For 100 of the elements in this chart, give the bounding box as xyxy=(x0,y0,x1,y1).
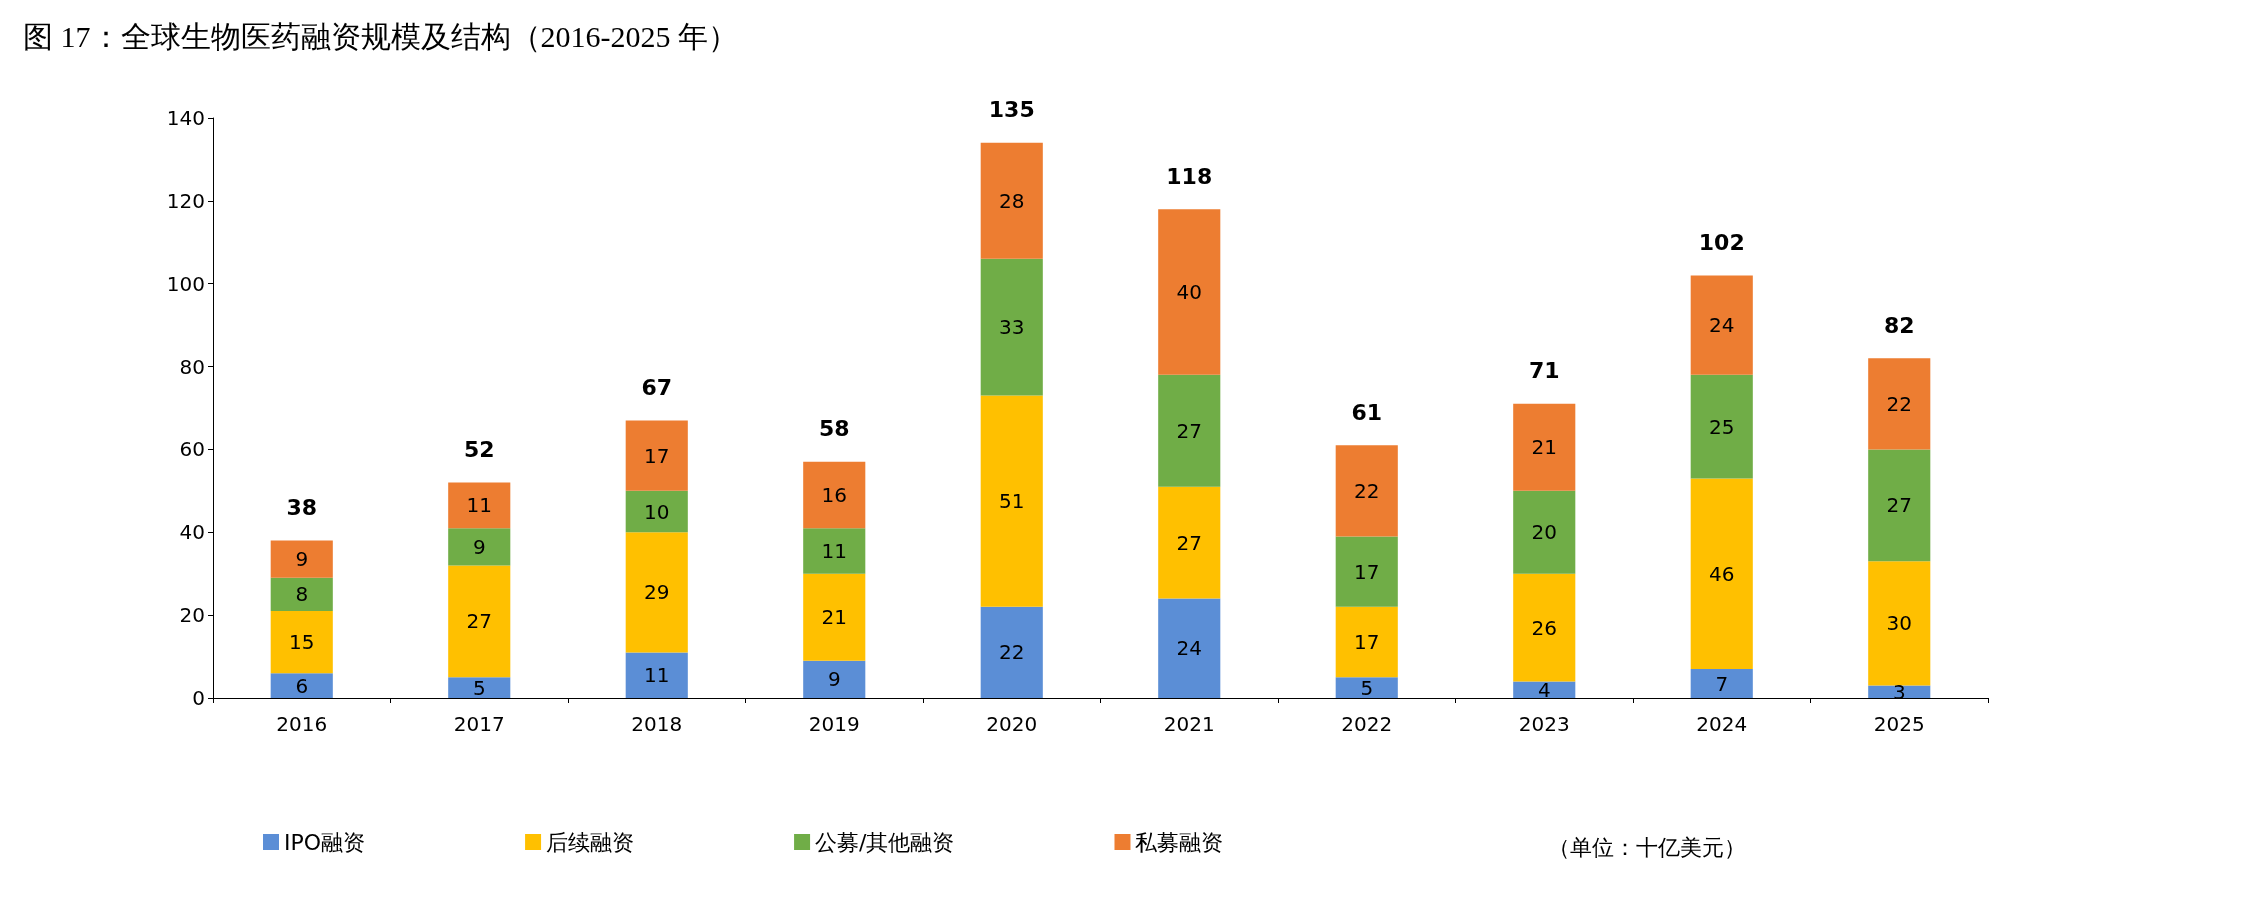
bar xyxy=(1158,598,1221,698)
legend-label: IPO融资 xyxy=(284,829,366,855)
bar xyxy=(1335,536,1398,607)
bar xyxy=(1690,374,1753,479)
data-label: 26 xyxy=(1531,615,1557,640)
legend-label: 公募/其他融资 xyxy=(815,829,955,855)
y-tick-label: 80 xyxy=(179,354,205,379)
data-label: 22 xyxy=(1886,391,1912,416)
bar xyxy=(1335,606,1398,678)
data-label: 16 xyxy=(821,483,847,507)
y-tick-label: 0 xyxy=(192,686,205,710)
data-label: 51 xyxy=(999,489,1025,514)
data-label: 17 xyxy=(1354,630,1380,655)
data-label: 21 xyxy=(821,605,847,630)
bar xyxy=(1690,275,1753,375)
bar xyxy=(1335,445,1398,537)
bar xyxy=(1690,669,1753,698)
total-label: 67 xyxy=(641,374,673,400)
x-tick-label: 2017 xyxy=(453,712,505,736)
data-label: 7 xyxy=(1715,671,1729,696)
bar xyxy=(803,660,866,698)
x-tick-label: 2020 xyxy=(986,712,1038,736)
bar xyxy=(1868,358,1931,450)
data-label: 11 xyxy=(644,663,670,688)
bar xyxy=(980,258,1043,396)
data-label: 6 xyxy=(295,673,309,698)
data-label: 9 xyxy=(827,667,841,692)
data-label: 28 xyxy=(999,188,1025,213)
bar xyxy=(803,461,866,529)
bar xyxy=(1158,209,1221,375)
data-label: 29 xyxy=(644,580,670,605)
total-label: 71 xyxy=(1528,358,1560,384)
total-label: 58 xyxy=(818,416,850,442)
data-label: 17 xyxy=(1354,559,1380,584)
bar xyxy=(803,573,866,661)
bar xyxy=(1868,449,1931,562)
x-tick-label: 2025 xyxy=(1873,712,1925,736)
total-label: 52 xyxy=(463,437,495,463)
data-label: 4 xyxy=(1537,677,1551,702)
data-label: 22 xyxy=(1354,478,1380,503)
data-label: 27 xyxy=(466,609,492,634)
data-label: 9 xyxy=(472,534,486,559)
data-label: 17 xyxy=(644,443,670,468)
data-label: 25 xyxy=(1709,414,1735,439)
bar xyxy=(1335,677,1398,698)
data-label: 22 xyxy=(999,640,1025,665)
y-tick-label: 120 xyxy=(166,188,205,213)
bar xyxy=(270,611,333,674)
legend-label: 私募融资 xyxy=(1135,829,1224,855)
bar xyxy=(803,528,866,574)
total-label: 102 xyxy=(1698,229,1745,255)
data-label: 27 xyxy=(1886,493,1912,518)
x-tick-label: 2024 xyxy=(1696,712,1748,736)
data-label: 46 xyxy=(1709,561,1735,586)
data-label: 5 xyxy=(472,675,486,700)
data-label: 27 xyxy=(1176,530,1202,555)
y-tick-label: 20 xyxy=(179,603,205,628)
bar xyxy=(1158,486,1221,599)
x-tick-label: 2022 xyxy=(1341,712,1393,736)
bar xyxy=(980,606,1043,698)
bar xyxy=(625,532,688,653)
bar xyxy=(980,142,1043,259)
bar xyxy=(270,540,333,578)
data-label: 20 xyxy=(1531,520,1557,545)
total-label: 135 xyxy=(988,97,1035,123)
data-label: 9 xyxy=(295,547,309,572)
x-tick-label: 2019 xyxy=(808,712,860,736)
y-tick-label: 60 xyxy=(179,437,205,462)
data-label: 5 xyxy=(1360,675,1374,700)
data-label: 40 xyxy=(1176,280,1202,304)
bar xyxy=(270,673,333,698)
data-label: 24 xyxy=(1176,636,1202,661)
bar xyxy=(625,420,688,491)
bar xyxy=(980,395,1043,607)
data-label: 11 xyxy=(466,493,492,518)
bar xyxy=(1868,561,1931,686)
bar xyxy=(1513,490,1576,574)
legend-label: 后续融资 xyxy=(546,829,635,855)
bar xyxy=(625,490,688,533)
data-label: 30 xyxy=(1886,611,1912,636)
data-label: 33 xyxy=(999,315,1025,340)
bar xyxy=(1513,573,1576,682)
bar xyxy=(448,677,511,698)
data-label: 21 xyxy=(1531,435,1557,460)
data-label: 8 xyxy=(295,582,309,607)
bar xyxy=(625,652,688,698)
y-tick-label: 40 xyxy=(179,520,205,545)
x-tick-label: 2016 xyxy=(276,712,328,736)
x-tick-label: 2021 xyxy=(1163,712,1215,736)
bar xyxy=(448,482,511,529)
data-label: 15 xyxy=(289,630,315,655)
total-label: 61 xyxy=(1351,399,1383,425)
bar xyxy=(1690,478,1753,669)
chart-title: 图 17：全球生物医药融资规模及结构（2016-2025 年） xyxy=(23,19,738,53)
total-label: 38 xyxy=(286,495,318,521)
data-label: 24 xyxy=(1709,313,1735,338)
bar xyxy=(448,528,511,566)
y-tick-label: 140 xyxy=(166,106,205,130)
total-label: 118 xyxy=(1166,163,1213,189)
data-label: 11 xyxy=(821,538,847,563)
